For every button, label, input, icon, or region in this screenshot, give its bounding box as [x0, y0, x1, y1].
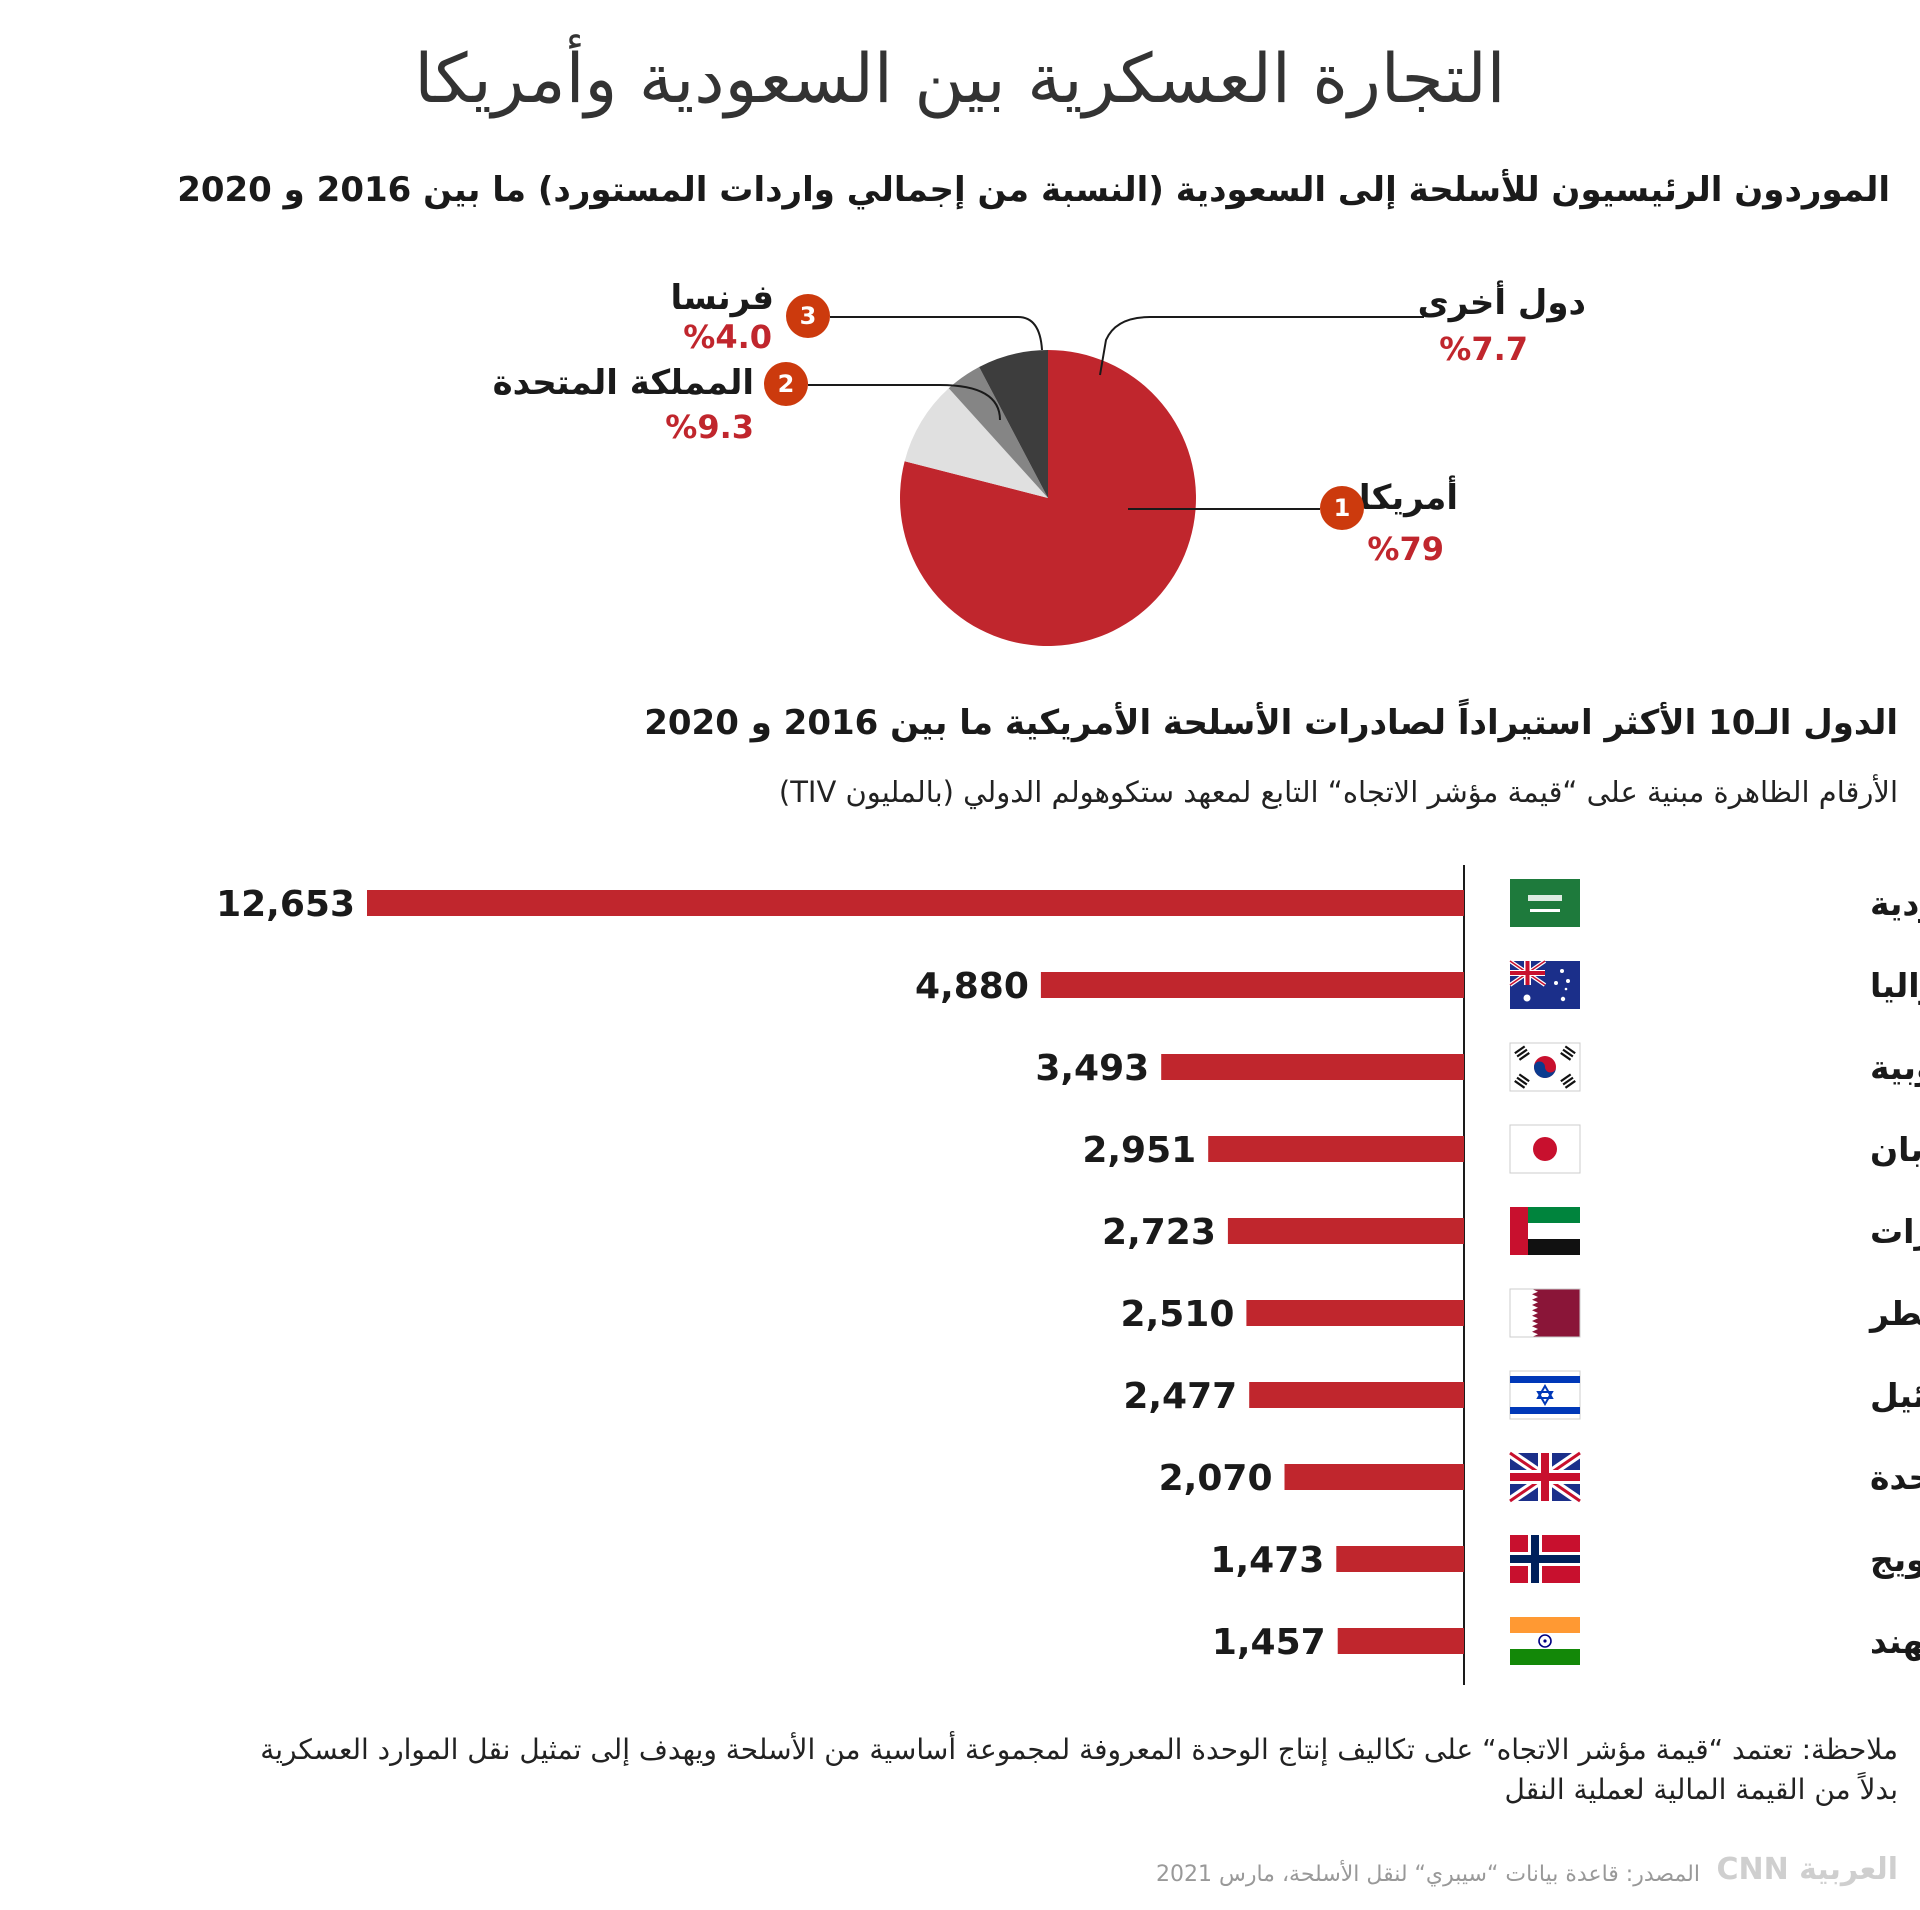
cnn-arabic-logo: CNN العربية: [1716, 1852, 1898, 1887]
bar-1: [1040, 972, 1464, 998]
note-line-2: بدلاً من القيمة المالية لعملية النقل: [1504, 1773, 1898, 1806]
source-text: المصدر: قاعدة بيانات “سيبري“ لنقل الأسلح…: [1155, 1862, 1700, 1887]
bar-2: [1161, 1054, 1464, 1080]
bar-6: [1249, 1382, 1464, 1408]
bar-7: [1284, 1464, 1464, 1490]
uae-flag-icon: [1510, 1207, 1580, 1255]
pie-chart: [808, 316, 1424, 646]
country-label: كوريا الجنوبية: [1870, 1048, 1920, 1088]
uk-flag-icon: [1507, 1449, 1583, 1505]
pie-pct-usa: %79: [1367, 530, 1444, 568]
japan-flag-icon: [1509, 1124, 1581, 1174]
saudi-flag-icon: [1510, 879, 1580, 927]
leader-line-others: [1099, 316, 1424, 376]
bar-value-label: 2,070: [1159, 1458, 1273, 1499]
bar-chart-heading: الدول الـ10 الأكثر استيراداً لصادرات الأ…: [644, 703, 1898, 743]
rank-badge-1: 1: [1320, 486, 1364, 530]
bar-4: [1227, 1218, 1464, 1244]
bar-value-label: 3,493: [1035, 1048, 1149, 1089]
country-label: الإمارات: [1870, 1212, 1920, 1251]
country-label: الهند: [1870, 1622, 1920, 1662]
pie-label-usa: أمريكا: [1358, 478, 1458, 518]
pie-label-france: فرنسا: [670, 278, 774, 318]
pie-slice-france: [948, 366, 1048, 498]
leader-line-uk: [808, 384, 1001, 421]
israel-flag-icon: [1509, 1370, 1581, 1420]
bar-0: [367, 890, 1464, 916]
country-label: إسرائيل: [1870, 1376, 1920, 1416]
country-label: السعودية: [1870, 884, 1920, 924]
pie-pct-others: %7.7: [1439, 330, 1528, 368]
note-line-1: ملاحظة: تعتمد “قيمة مؤشر الاتجاه“ على تك…: [260, 1733, 1898, 1766]
bar-chart: 12,653 السعودية 4,880 أستراليا 3,493 كوريا ال…: [216, 865, 1920, 1685]
pie-label-uk: المملكة المتحدة: [492, 363, 754, 403]
bar-value-label: 1,473: [1210, 1540, 1324, 1581]
bar-5: [1246, 1300, 1464, 1326]
bar-value-label: 1,457: [1212, 1622, 1326, 1663]
pie-slice-uk: [904, 388, 1048, 498]
rank-badge-3: 3: [786, 294, 830, 338]
pie-chart-heading: الموردون الرئيسيون للأسلحة إلى السعودية …: [177, 170, 1890, 210]
india-flag-icon: [1510, 1617, 1580, 1665]
bar-value-label: 2,951: [1082, 1130, 1196, 1171]
bar-chart-subheading: الأرقام الظاهرة مبنية على “قيمة مؤشر الا…: [778, 775, 1898, 809]
country-label: أستراليا: [1870, 964, 1920, 1006]
australia-flag-icon: [1508, 959, 1580, 1009]
country-label: اليابان: [1870, 1130, 1920, 1169]
bar-value-label: 12,653: [216, 884, 355, 925]
bar-9: [1337, 1628, 1464, 1654]
leader-line-france: [830, 316, 1043, 351]
rank-badge-2: 2: [764, 362, 808, 406]
country-label: النرويج: [1870, 1540, 1920, 1580]
bar-value-label: 2,510: [1121, 1294, 1235, 1335]
bar-3: [1208, 1136, 1464, 1162]
bar-value-label: 4,880: [915, 966, 1029, 1007]
pie-label-others: دول أخرى: [1417, 283, 1586, 323]
country-label: المملكة المتحدة: [1870, 1458, 1920, 1497]
pie-pct-france: %4.0: [683, 318, 772, 356]
bar-value-label: 2,477: [1123, 1376, 1237, 1417]
south-korea-flag-icon: [1509, 1042, 1581, 1092]
main-title: التجارة العسكرية بين السعودية وأمريكا: [414, 40, 1506, 119]
pie-slice-others: [979, 350, 1048, 498]
pie-slice-usa: [899, 350, 1196, 646]
qatar-flag-icon: [1509, 1288, 1581, 1338]
norway-flag-icon: [1510, 1535, 1580, 1583]
country-label: قطر: [1868, 1294, 1920, 1334]
bar-8: [1336, 1546, 1464, 1572]
pie-pct-uk: %9.3: [665, 408, 754, 446]
bar-value-label: 2,723: [1102, 1212, 1216, 1253]
